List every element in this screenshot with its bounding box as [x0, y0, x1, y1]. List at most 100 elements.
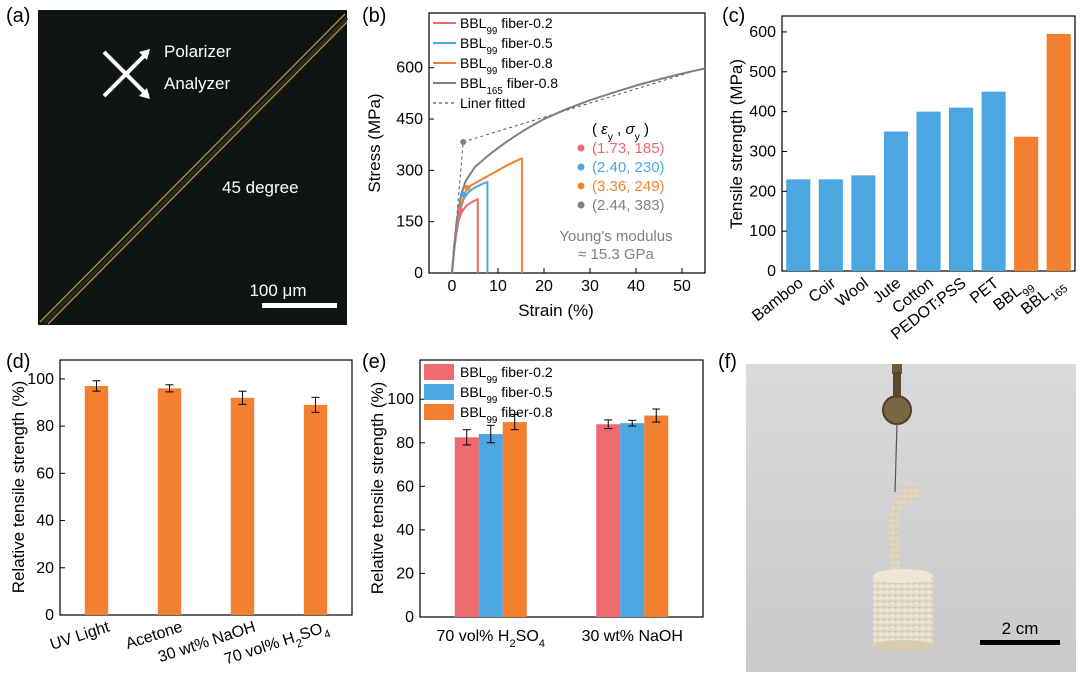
sponge-weight	[873, 569, 933, 652]
chart-e-category-labels: 70 vol% H2SO4 30 wt% NaOH	[436, 628, 682, 650]
cross-polarizer-icon	[102, 49, 150, 99]
text-span: 165	[1048, 283, 1070, 304]
text-span: SO	[516, 628, 539, 645]
y-tick-label: 60	[36, 465, 54, 482]
legend-entry: BBL165 fiber-0.8	[460, 75, 558, 97]
x-tick-label: 30	[581, 278, 599, 295]
text-span: 99	[486, 375, 497, 386]
text-span: 99	[486, 395, 497, 406]
bar	[303, 404, 328, 615]
chart-c-ylabel: Tensile strength (MPa)	[727, 59, 746, 229]
bar	[478, 434, 503, 617]
text-span: BBL	[460, 404, 487, 420]
panel-a: (a) Polarizer Analyzer 45 degree 100 μm	[6, 5, 349, 325]
text-span: SO	[298, 621, 325, 644]
yield-header: ( εy , σy )	[592, 121, 649, 143]
chart-c-category-labels: BambooCoirWoolJuteCottonPEDOT:PSSPETBBL9…	[749, 274, 1070, 343]
y-tick-label: 80	[36, 418, 54, 435]
y-tick-label: 600	[749, 24, 776, 41]
text-span: (	[592, 121, 601, 138]
y-tick-label: 0	[414, 265, 423, 282]
text-span: )	[640, 121, 649, 138]
text-span: Coir	[806, 274, 840, 306]
y-tick-label: 80	[396, 435, 414, 452]
bar	[157, 388, 182, 615]
chart-e-bars	[454, 408, 669, 617]
y-tick-label: 100	[27, 371, 54, 388]
text-span: 165	[486, 86, 503, 97]
y-tick-label: 40	[36, 513, 54, 530]
fiber-edge-right	[47, 21, 348, 325]
bar	[596, 424, 621, 617]
text-span: Bamboo	[749, 275, 807, 325]
text-span: fiber-0.2	[497, 15, 552, 31]
fiber-core	[42, 16, 349, 325]
category-label: 30 wt% NaOH	[582, 628, 683, 645]
text-span: BBL	[460, 15, 487, 31]
polarizer-label: Polarizer	[164, 42, 231, 61]
legend-entry: BBL99 fiber-0.5	[460, 384, 553, 406]
y-tick-label: 500	[749, 64, 776, 81]
text-span: 2	[509, 638, 515, 650]
x-tick-label: 40	[627, 278, 645, 295]
text-span: fiber-0.8	[503, 75, 558, 91]
yield-marker	[577, 163, 585, 171]
text-span: BBL	[460, 55, 487, 71]
y-tick-label: 60	[396, 478, 414, 495]
y-tick-label: 600	[396, 60, 423, 77]
chart-d-ylabel: Relative tensile strength (%)	[9, 381, 28, 594]
legend-entry: BBL99 fiber-0.2	[460, 15, 553, 37]
modulus-line2: ≈ 15.3 GPa	[578, 246, 654, 263]
chart-b-series	[451, 67, 706, 274]
y-tick-label: 40	[396, 522, 414, 539]
y-tick-label: 450	[396, 111, 423, 128]
yield-value: (2.40, 230)	[592, 159, 665, 176]
text-span: Wool	[833, 275, 872, 311]
text-span: ε	[601, 121, 608, 138]
y-tick-label: 100	[387, 391, 414, 408]
fiber-thread	[894, 423, 898, 493]
yield-point	[456, 206, 463, 213]
bar	[230, 397, 255, 615]
chart-e-ticks: 0 20 40 60 80 100	[387, 391, 425, 626]
category-label: Wool	[833, 275, 872, 311]
chart-e-frame	[419, 359, 704, 618]
legend-swatch	[424, 404, 454, 420]
watermark: © 大数跨境	[6, 662, 86, 681]
text-span: BBL	[460, 384, 487, 400]
panel-b-label: (b)	[362, 5, 386, 27]
bar	[916, 111, 941, 271]
chart-e-ylabel: Relative tensile strength (%)	[368, 382, 387, 595]
category-label: BBL165	[1018, 275, 1070, 322]
legend-swatch	[424, 364, 454, 380]
category-label: 70 vol% H2SO4	[436, 628, 545, 650]
chart-b-yield-table: ( εy , σy )(1.73, 185)(2.40, 230)(3.36, …	[577, 121, 665, 214]
chart-d-frame	[59, 359, 353, 616]
y-tick-label: 300	[749, 143, 776, 160]
x-tick-label: 20	[535, 278, 553, 295]
text-span: 99	[486, 415, 497, 426]
text-span: ,	[613, 121, 626, 138]
panel-c: (c) 0 100 200 300 400 500 600 Tensile strength…	[722, 5, 1076, 343]
text-span: 4	[539, 638, 545, 650]
y-tick-label: 100	[749, 223, 776, 240]
yield-point	[460, 191, 467, 198]
chart-c-bars	[786, 33, 1071, 271]
bar	[851, 175, 876, 271]
modulus-line1: Young's modulus	[559, 228, 672, 245]
fitted-line	[463, 67, 706, 143]
y-tick-label: 20	[396, 565, 414, 582]
scalebar-label: 100 μm	[249, 281, 306, 300]
bar	[644, 415, 669, 617]
x-tick-label: 50	[673, 278, 691, 295]
y-tick-label: 150	[396, 214, 423, 231]
yield-marker	[577, 182, 585, 190]
category-label: UV Light	[48, 618, 112, 653]
text-span: BBL	[460, 75, 487, 91]
legend-entry: BBL99 fiber-0.2	[460, 364, 553, 386]
bar	[786, 179, 811, 271]
bar	[502, 422, 527, 617]
panel-e: (e) 0 20 40 60 80 100 Relative tensile streng…	[362, 351, 704, 650]
